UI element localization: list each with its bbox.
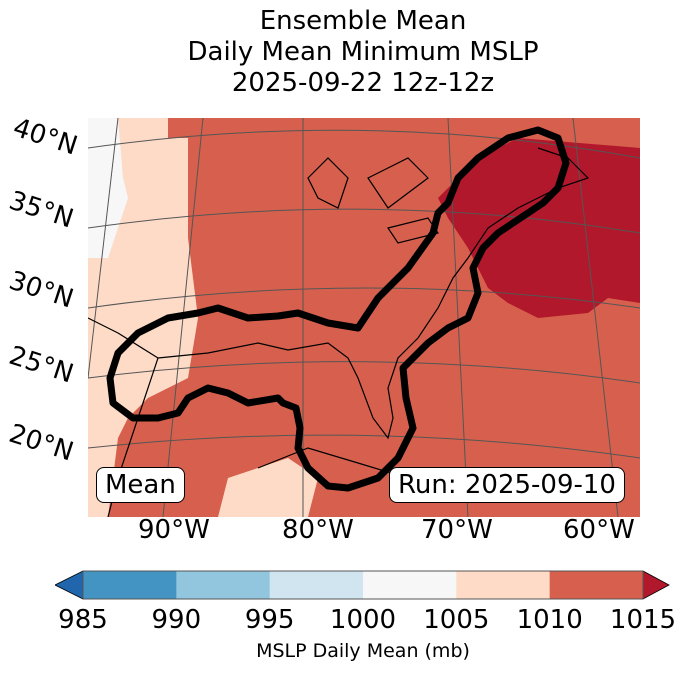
title-line-3: 2025-09-22 12z-12z	[231, 68, 495, 98]
probability-contour	[106, 126, 570, 492]
mslp-map	[88, 118, 640, 517]
colorbar-tick: 1010	[516, 605, 583, 635]
colorbar-segment	[456, 571, 551, 599]
lat-label-40: 40°N	[9, 112, 81, 162]
lat-label-25: 25°N	[5, 340, 77, 390]
colorbar-tick: 995	[244, 605, 295, 635]
chart-title: Ensemble Mean Daily Mean Minimum MSLP 20…	[0, 6, 688, 99]
colorbar-tick: 1005	[423, 605, 490, 635]
colorbar-segment	[363, 571, 457, 599]
lat-label-35: 35°N	[5, 185, 77, 235]
title-line-1: Ensemble Mean	[259, 6, 467, 36]
lat-label-30: 30°N	[5, 265, 77, 315]
lon-label-80w: 80°W	[282, 515, 354, 545]
colorbar-tick: 1000	[329, 605, 397, 635]
field-1000-1005-south	[218, 458, 318, 517]
field-995-1000	[88, 118, 128, 258]
colorbar-under-arrow	[55, 570, 84, 600]
title-line-2: Daily Mean Minimum MSLP	[187, 37, 539, 67]
lon-label-60w: 60°W	[563, 515, 635, 545]
lat-label-20: 20°N	[5, 418, 77, 468]
colorbar-segment	[83, 571, 177, 599]
colorbar-outline	[82, 570, 644, 600]
colorbar-label: MSLP Daily Mean (mb)	[256, 640, 470, 662]
colorbar-tick: 990	[151, 605, 202, 635]
lon-label-90w: 90°W	[138, 515, 210, 545]
run-label-box: Run: 2025-09-10	[389, 467, 625, 503]
colorbar-segment	[176, 571, 271, 599]
colorbar-tick: 1015	[609, 605, 677, 635]
mean-label-box: Mean	[96, 467, 185, 503]
colorbar-over-arrow	[642, 570, 670, 600]
colorbar	[55, 570, 670, 600]
colorbar-segment	[549, 571, 644, 599]
colorbar-tick: 985	[58, 605, 108, 635]
colorbar-segment	[269, 571, 364, 599]
lon-label-70w: 70°W	[421, 515, 493, 545]
field-above-1015	[438, 138, 640, 318]
